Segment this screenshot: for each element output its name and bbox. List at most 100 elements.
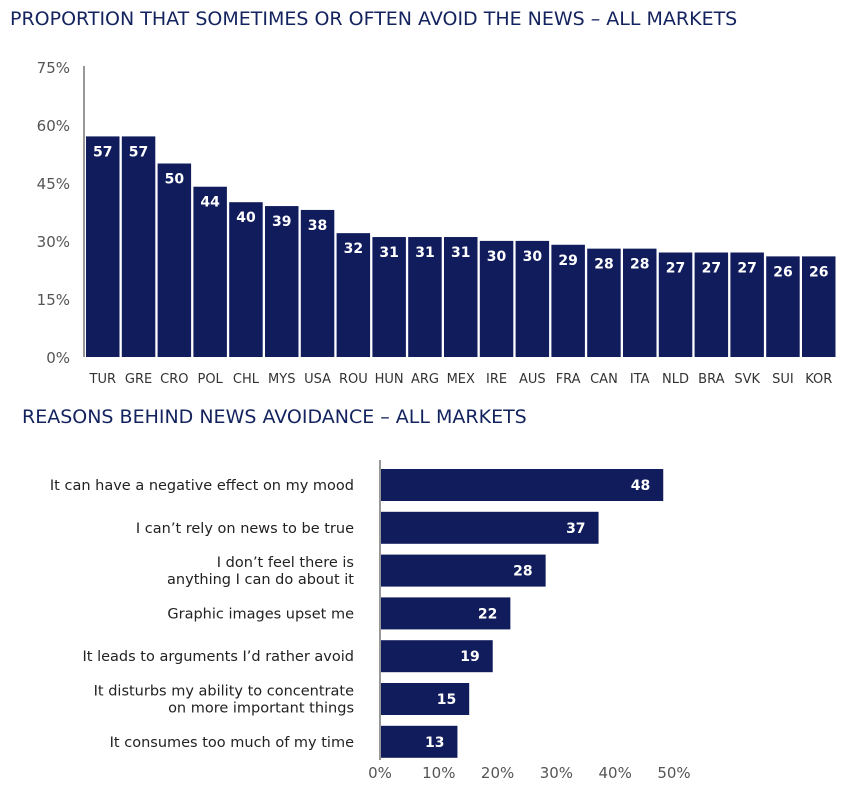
bar bbox=[479, 240, 514, 357]
bar-value-label: 27 bbox=[702, 261, 721, 277]
bar bbox=[381, 683, 470, 715]
bar-value-label: 31 bbox=[379, 245, 398, 261]
x-tick-label: 30% bbox=[540, 764, 573, 782]
x-tick-label: MYS bbox=[268, 372, 295, 387]
x-tick-label: SVK bbox=[734, 372, 760, 387]
bar bbox=[694, 252, 729, 357]
category-label: It consumes too much of my time bbox=[110, 735, 354, 751]
x-tick-label: 20% bbox=[481, 764, 514, 782]
category-label: It leads to arguments I’d rather avoid bbox=[83, 649, 355, 665]
category-label: I don’t feel there is bbox=[217, 555, 354, 571]
category-label: It disturbs my ability to concentrate bbox=[94, 684, 354, 700]
bar bbox=[381, 554, 546, 587]
bar-value-label: 30 bbox=[523, 249, 543, 265]
x-tick-label: HUN bbox=[375, 372, 404, 387]
chart-title: REASONS BEHIND NEWS AVOIDANCE – ALL MARK… bbox=[22, 406, 527, 428]
bar bbox=[730, 252, 764, 357]
bar-value-label: 26 bbox=[773, 264, 792, 280]
bar bbox=[381, 511, 599, 544]
bar-value-label: 22 bbox=[478, 606, 497, 622]
category-label: It can have a negative effect on my mood bbox=[50, 478, 354, 494]
bar bbox=[229, 202, 263, 357]
bar-value-label: 27 bbox=[666, 261, 685, 277]
x-tick-label: 50% bbox=[657, 764, 690, 782]
bar-value-label: 40 bbox=[236, 210, 256, 226]
bar-value-label: 26 bbox=[809, 264, 828, 280]
bar bbox=[121, 136, 156, 357]
bar bbox=[444, 237, 478, 357]
y-tick-label: 45% bbox=[37, 175, 70, 193]
bar-value-label: 19 bbox=[460, 649, 479, 665]
bar-value-label: 37 bbox=[566, 521, 585, 537]
bar bbox=[515, 240, 550, 357]
bar-value-label: 13 bbox=[425, 735, 444, 751]
x-tick-label: 0% bbox=[368, 764, 392, 782]
bar-value-label: 32 bbox=[344, 241, 363, 257]
category-label: anything I can do about it bbox=[167, 572, 354, 588]
bar-value-label: 27 bbox=[737, 261, 756, 277]
bar bbox=[336, 233, 371, 357]
x-tick-label: ITA bbox=[630, 372, 650, 387]
bar bbox=[551, 244, 585, 357]
bar bbox=[193, 186, 227, 357]
y-tick-label: 75% bbox=[37, 59, 70, 77]
bar bbox=[372, 237, 406, 357]
bar-value-label: 31 bbox=[415, 245, 434, 261]
bar-value-label: 39 bbox=[272, 214, 291, 230]
bar-value-label: 15 bbox=[437, 692, 456, 708]
bar bbox=[157, 163, 192, 357]
bar bbox=[265, 206, 299, 357]
x-tick-label: IRE bbox=[486, 372, 507, 387]
category-label: on more important things bbox=[168, 701, 354, 717]
bar bbox=[658, 252, 693, 357]
category-label: I can’t rely on news to be true bbox=[136, 521, 354, 537]
y-tick-label: 15% bbox=[37, 291, 70, 309]
bar-value-label: 31 bbox=[451, 245, 470, 261]
bar-value-label: 57 bbox=[129, 144, 148, 160]
bar bbox=[766, 256, 800, 357]
x-tick-label: ROU bbox=[339, 372, 368, 387]
bar bbox=[623, 248, 657, 357]
x-tick-label: TUR bbox=[89, 372, 117, 387]
x-tick-label: ARG bbox=[411, 372, 439, 387]
y-tick-label: 60% bbox=[37, 117, 70, 135]
bar bbox=[381, 597, 511, 630]
bar-value-label: 29 bbox=[558, 253, 577, 269]
bar-value-label: 48 bbox=[631, 478, 650, 494]
bar-value-label: 28 bbox=[630, 257, 649, 273]
y-tick-label: 30% bbox=[37, 233, 70, 251]
bar-value-label: 44 bbox=[200, 195, 220, 211]
bar bbox=[300, 209, 335, 357]
bar bbox=[381, 469, 664, 501]
bar bbox=[408, 237, 442, 357]
x-tick-label: 40% bbox=[599, 764, 632, 782]
bar bbox=[86, 136, 120, 357]
bar bbox=[587, 248, 621, 357]
x-tick-label: SUI bbox=[772, 372, 794, 387]
x-tick-label: GRE bbox=[125, 372, 152, 387]
bar-value-label: 30 bbox=[487, 249, 507, 265]
x-tick-label: CHL bbox=[233, 372, 260, 387]
x-tick-label: POL bbox=[197, 372, 223, 387]
chart-title: PROPORTION THAT SOMETIMES OR OFTEN AVOID… bbox=[10, 8, 737, 30]
bar-value-label: 50 bbox=[165, 172, 185, 188]
bar-value-label: 28 bbox=[594, 257, 613, 273]
bar bbox=[381, 640, 493, 673]
x-tick-label: AUS bbox=[519, 372, 546, 387]
x-tick-label: 10% bbox=[422, 764, 455, 782]
category-label: Graphic images upset me bbox=[167, 606, 354, 622]
x-tick-label: CRO bbox=[160, 372, 188, 387]
bar-value-label: 38 bbox=[308, 218, 327, 234]
bar bbox=[381, 725, 458, 758]
bar-value-label: 28 bbox=[513, 564, 532, 580]
x-tick-label: KOR bbox=[805, 372, 832, 387]
y-tick-label: 0% bbox=[46, 349, 70, 367]
x-tick-label: MEX bbox=[447, 372, 475, 387]
bar-value-label: 57 bbox=[93, 144, 112, 160]
x-tick-label: BRA bbox=[698, 372, 724, 387]
x-tick-label: USA bbox=[304, 372, 331, 387]
x-tick-label: NLD bbox=[662, 372, 689, 387]
x-tick-label: FRA bbox=[556, 372, 581, 387]
x-tick-label: CAN bbox=[590, 372, 618, 387]
